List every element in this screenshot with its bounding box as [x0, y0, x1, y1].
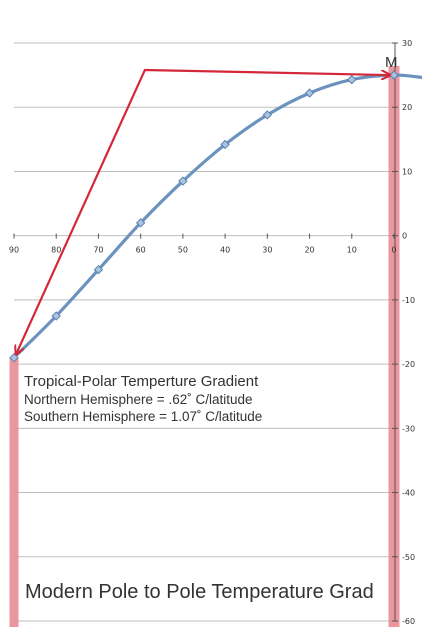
x-tick-label-50: 50: [178, 246, 188, 255]
highlight-band-lat-0: [388, 66, 400, 627]
y-tick-label--10: -10: [402, 296, 415, 305]
highlight-band-lat-90: [9, 357, 19, 627]
x-tick-label-20: 20: [304, 246, 314, 255]
y-tick-label-10: 10: [402, 167, 412, 176]
x-tick-label-40: 40: [220, 246, 230, 255]
double-arrow-0: [16, 68, 390, 354]
y-tick-label--60: -60: [402, 617, 415, 626]
series-line: [12, 73, 422, 360]
x-tick-label-0: 0: [391, 246, 396, 255]
y-tick-label--20: -20: [402, 360, 415, 369]
y-tick-label--50: -50: [402, 553, 415, 562]
x-tick-label-70: 70: [93, 246, 103, 255]
x-tick-label-60: 60: [136, 246, 146, 255]
tick-labels: 30 20 10 0 -10 -20 -30 -40 -50 -60 90 80 70 60 50 40 30 2…: [9, 39, 415, 626]
arrow-annotations: [16, 68, 390, 354]
annotation-block: Tropical-Polar Temperture Gradient North…: [24, 373, 262, 424]
highlight-bands: [9, 66, 400, 627]
series-group: [9, 70, 422, 363]
y-tick-label-30: 30: [402, 39, 412, 48]
data-point-lat-0: [389, 70, 399, 80]
y-tick-label--30: -30: [402, 424, 415, 433]
annotation-line-southern: Southern Hemisphere = 1.07˚ C/latitude: [24, 409, 262, 424]
x-tick-label-80: 80: [51, 246, 61, 255]
corner-label: M: [385, 54, 398, 71]
x-tick-label-10: 10: [347, 246, 357, 255]
chart-title: Modern Pole to Pole Temperature Grad: [25, 581, 374, 603]
x-tick-label-90: 90: [9, 246, 19, 255]
annotation-heading: Tropical-Polar Temperture Gradient: [24, 373, 259, 390]
data-point-lat-10: [347, 74, 357, 85]
grid-lines: [14, 42, 398, 622]
x-tick-label-30: 30: [262, 246, 272, 255]
axes: [13, 42, 398, 622]
y-tick-label-0: 0: [402, 232, 407, 241]
y-tick-label-20: 20: [402, 103, 412, 112]
y-tick-label--40: -40: [402, 489, 415, 498]
annotation-line-northern: Northern Hemisphere = .62˚ C/latitude: [24, 392, 253, 407]
